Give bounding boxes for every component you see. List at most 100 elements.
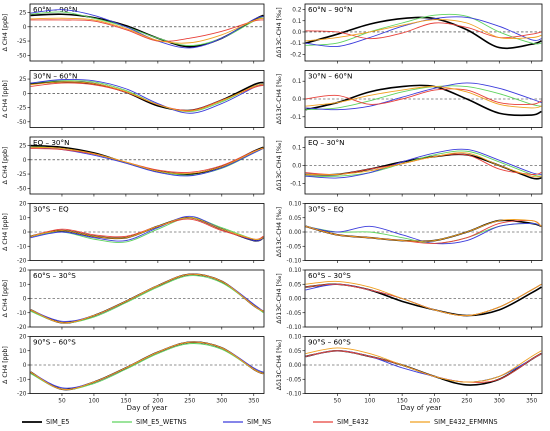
series-lines [30, 78, 264, 114]
series-line-sim-e432-efmmns [30, 217, 264, 240]
series-line-sim-e5-wetns [305, 13, 542, 46]
series-line-sim-e5-wetns [30, 11, 264, 47]
y-tick-label: 0.05 [289, 282, 302, 288]
y-tick-label: 0 [23, 230, 27, 236]
y-tick-label: 0.05 [289, 216, 302, 222]
series-line-sim-e432 [305, 22, 542, 40]
plot-frame [29, 3, 265, 62]
legend-item-sim-ns: SIM_NS [223, 418, 271, 426]
y-tick-label: -0.1 [290, 115, 302, 121]
y-tick-label: 0.0 [292, 97, 302, 103]
series-line-sim-ns [305, 82, 542, 111]
y-tick-label: 0.10 [289, 335, 302, 341]
x-tick-label: 200 [152, 399, 163, 405]
panel-5: -0.1 0.0 0.1 Δδ13C-CH4 [‰] EQ – 30°N [276, 136, 543, 197]
series-line-sim-e432-efmmns [305, 219, 542, 242]
legend: SIM_E5 SIM_E5_WETNS SIM_NS SIM_E432 SIM_E432… [22, 418, 498, 426]
panel-1: -0.2 -0.1 0.0 0.1 0.2 Δδ13C-CH4 [‰] 60°N – 90°… [276, 3, 543, 64]
y-tick-label: 0.1 [292, 19, 302, 25]
y-tick-label: 0 [23, 25, 27, 31]
series-lines [305, 347, 542, 386]
y-tick-label: -50 [17, 120, 27, 126]
y-tick-label: 0.1 [292, 146, 302, 152]
y-tick-label: -25 [17, 39, 27, 45]
y-tick-label: -25 [17, 172, 27, 178]
x-tick-label: 200 [429, 399, 440, 405]
series-line-sim-e432-efmmns [305, 86, 542, 109]
legend-label: SIM_E5 [46, 418, 69, 426]
y-tick-label: -0.05 [287, 377, 302, 383]
series-line-sim-e432-efmmns [30, 273, 264, 324]
y-tick-label: 0.2 [292, 8, 302, 14]
series-lines [30, 341, 264, 391]
x-axis-labels: Day of year Day of year [127, 404, 442, 412]
panel-title: 30°N – 60°N [33, 72, 77, 81]
y-tick-label: 0.05 [289, 349, 302, 355]
panel-9: -0.10 -0.05 0.00 0.05 0.10 Δδ13C-CH4 [‰] 60°S … [276, 268, 543, 331]
y-tick-label: -0.05 [287, 244, 302, 250]
series-line-sim-e432-efmmns [30, 341, 264, 390]
series-lines [305, 219, 542, 245]
series-lines [30, 9, 264, 49]
panel-6: -20 -10 0 10 20 Δ CH4 [ppb] 30°S – EQ [2, 202, 265, 265]
y-tick-label: 0.00 [289, 297, 302, 303]
legend-label: SIM_E432_EFMMNS [434, 418, 498, 426]
panel-3: -0.1 0.0 0.1 Δδ13C-CH4 [‰] 30°N – 60°N [276, 70, 543, 130]
series-lines [305, 82, 542, 117]
series-lines [305, 280, 542, 317]
series-lines [305, 148, 542, 180]
y-tick-label: 25 [19, 77, 27, 83]
y-tick-label: -50 [17, 186, 27, 192]
y-axis-label: Δδ13C-CH4 [‰] [276, 74, 283, 124]
x-tick-label: 300 [494, 399, 505, 405]
panel-title: 60°S – 30°S [308, 271, 351, 280]
y-tick-label: 10 [19, 282, 27, 288]
y-tick-label: 20 [19, 202, 27, 208]
series-line-sim-e432-efmmns [305, 19, 542, 42]
y-tick-label: -25 [17, 106, 27, 112]
y-tick-label: 10 [19, 216, 27, 222]
series-line-sim-e432-efmmns [305, 152, 542, 178]
series-line-sim-ns [305, 16, 542, 48]
y-tick-label: 25 [19, 11, 27, 17]
y-axis-label: Δ CH4 [ppb] [2, 14, 9, 52]
plot-frame [304, 70, 543, 128]
x-tick-label: 350 [248, 399, 259, 405]
y-axis-label: Δδ13C-CH4 [‰] [276, 7, 283, 57]
y-axis-label: Δ CH4 [ppb] [2, 80, 9, 118]
series-line-sim-e432-efmmns [305, 347, 542, 383]
panel-title: 30°S – EQ [33, 205, 69, 214]
series-line-sim-e432 [30, 147, 264, 173]
x-tick-label: 250 [461, 399, 472, 405]
x-tick-label: 50 [334, 399, 342, 405]
y-tick-label: 20 [19, 335, 27, 341]
series-lines [305, 13, 542, 50]
series-line-sim-e432 [305, 88, 542, 105]
legend-item-sim-e5: SIM_E5 [22, 418, 69, 426]
panel-title: 30°N – 60°N [308, 72, 352, 81]
x-tick-label: 50 [58, 399, 66, 405]
y-tick-label: -20 [17, 325, 27, 331]
panel-title: 60°N – 90°N [308, 5, 352, 14]
y-tick-label: -0.10 [287, 392, 302, 398]
y-tick-label: 0.1 [292, 79, 302, 85]
x-tick-label: 250 [184, 399, 195, 405]
panel-title: EQ – 30°N [308, 138, 344, 147]
y-tick-label: 20 [19, 268, 27, 274]
series-line-sim-e432-efmmns [30, 17, 264, 44]
y-axis-label: Δδ13C-CH4 [‰] [276, 140, 283, 190]
y-tick-label: -20 [17, 259, 27, 265]
panel-2: -50 -25 0 25 Δ CH4 [ppb] 30°N – 60°N [2, 70, 265, 130]
x-tick-label: 100 [364, 399, 375, 405]
legend-item-sim-e5-wetns: SIM_E5_WETNS [112, 418, 187, 426]
panel-title: 90°S – 60°S [308, 338, 351, 347]
y-tick-label: -10 [17, 244, 27, 250]
x-tick-label: 350 [526, 399, 537, 405]
y-axis-label: Δδ13C-CH4 [‰] [276, 207, 283, 257]
y-tick-label: 0 [23, 91, 27, 97]
y-tick-label: 0.10 [289, 202, 302, 208]
panel-title: EQ – 30°N [33, 138, 69, 147]
panel-7: -0.10 -0.05 0.00 0.05 0.10 Δδ13C-CH4 [‰] 30°S … [276, 202, 543, 265]
